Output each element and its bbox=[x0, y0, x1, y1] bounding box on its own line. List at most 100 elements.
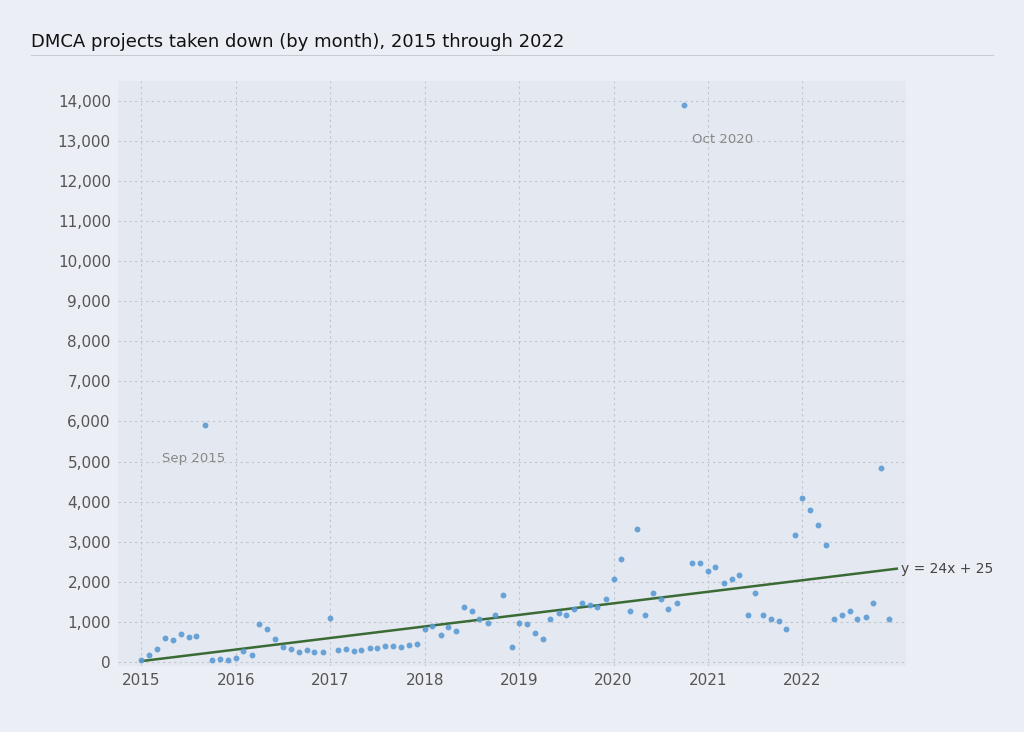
Point bbox=[298, 645, 314, 657]
Point bbox=[377, 640, 393, 651]
Point bbox=[652, 593, 669, 605]
Point bbox=[857, 611, 873, 623]
Point bbox=[157, 632, 173, 644]
Point bbox=[504, 641, 520, 653]
Point bbox=[133, 654, 150, 666]
Point bbox=[220, 654, 237, 666]
Point bbox=[244, 649, 260, 661]
Point bbox=[306, 646, 323, 657]
Point bbox=[684, 557, 700, 569]
Point bbox=[447, 625, 464, 637]
Point bbox=[881, 613, 897, 624]
Point bbox=[723, 573, 739, 585]
Point bbox=[849, 613, 865, 624]
Point bbox=[558, 609, 574, 621]
Text: Sep 2015: Sep 2015 bbox=[162, 452, 225, 465]
Point bbox=[786, 529, 803, 540]
Point bbox=[236, 645, 252, 657]
Point bbox=[637, 609, 653, 621]
Point bbox=[551, 607, 567, 619]
Point bbox=[692, 557, 709, 569]
Point bbox=[322, 612, 338, 624]
Point bbox=[699, 565, 716, 577]
Point bbox=[432, 629, 449, 640]
Point bbox=[487, 609, 504, 621]
Point bbox=[370, 642, 386, 654]
Point bbox=[755, 609, 771, 621]
Point bbox=[204, 654, 220, 666]
Point bbox=[173, 628, 189, 640]
Point bbox=[150, 643, 166, 655]
Point bbox=[471, 613, 487, 624]
Point bbox=[346, 646, 362, 657]
Point bbox=[771, 615, 787, 627]
Point bbox=[409, 638, 425, 649]
Point bbox=[872, 463, 889, 474]
Point bbox=[511, 617, 527, 629]
Point bbox=[589, 601, 605, 613]
Text: y = 24x + 25: y = 24x + 25 bbox=[901, 561, 993, 575]
Point bbox=[197, 419, 213, 431]
Point bbox=[479, 617, 496, 629]
Point bbox=[188, 630, 205, 641]
Point bbox=[778, 623, 795, 635]
Point bbox=[669, 597, 685, 608]
Point bbox=[251, 618, 267, 630]
Point bbox=[283, 643, 299, 654]
Point bbox=[212, 654, 228, 665]
Point bbox=[464, 605, 480, 616]
Point bbox=[274, 641, 291, 653]
Point bbox=[518, 618, 535, 630]
Point bbox=[353, 644, 370, 656]
Point bbox=[291, 646, 307, 658]
Point bbox=[613, 553, 630, 564]
Point bbox=[825, 613, 842, 624]
Point bbox=[795, 493, 811, 504]
Point bbox=[716, 577, 732, 589]
Point bbox=[267, 633, 284, 645]
Point bbox=[810, 519, 826, 531]
Point bbox=[676, 99, 692, 111]
Point bbox=[400, 639, 417, 651]
Point bbox=[802, 504, 818, 516]
Point bbox=[746, 587, 763, 599]
Point bbox=[865, 597, 882, 608]
Point bbox=[227, 653, 244, 665]
Point bbox=[361, 643, 378, 654]
Point bbox=[385, 640, 401, 652]
Point bbox=[140, 649, 157, 661]
Point bbox=[763, 613, 779, 624]
Point bbox=[393, 641, 410, 653]
Point bbox=[542, 613, 558, 624]
Text: DMCA projects taken down (by month), 2015 through 2022: DMCA projects taken down (by month), 201… bbox=[31, 33, 564, 51]
Point bbox=[739, 609, 756, 621]
Point bbox=[440, 621, 457, 633]
Point bbox=[660, 603, 677, 615]
Point bbox=[164, 634, 180, 646]
Point bbox=[330, 644, 346, 656]
Point bbox=[818, 539, 835, 550]
Point bbox=[834, 609, 850, 621]
Point bbox=[605, 573, 622, 585]
Point bbox=[495, 589, 511, 600]
Point bbox=[842, 605, 858, 616]
Point bbox=[645, 587, 662, 599]
Point bbox=[731, 569, 748, 580]
Point bbox=[629, 523, 645, 534]
Text: Oct 2020: Oct 2020 bbox=[692, 132, 753, 146]
Point bbox=[622, 605, 638, 616]
Point bbox=[535, 633, 551, 645]
Point bbox=[180, 632, 197, 643]
Point bbox=[598, 593, 614, 605]
Point bbox=[314, 646, 331, 658]
Point bbox=[708, 561, 724, 572]
Point bbox=[574, 597, 591, 608]
Point bbox=[338, 643, 354, 654]
Point bbox=[565, 603, 582, 615]
Point bbox=[456, 601, 472, 613]
Point bbox=[582, 599, 598, 610]
Point bbox=[527, 627, 544, 639]
Point bbox=[259, 624, 275, 635]
Point bbox=[424, 621, 440, 632]
Point bbox=[417, 623, 433, 635]
